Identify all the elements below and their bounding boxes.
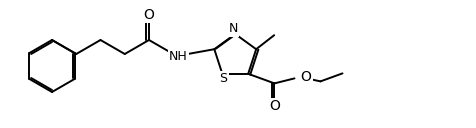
Text: S: S — [219, 72, 228, 85]
Text: O: O — [269, 99, 280, 113]
Text: O: O — [300, 70, 311, 84]
Text: O: O — [144, 8, 154, 22]
Text: N: N — [228, 23, 238, 35]
Text: NH: NH — [169, 51, 188, 63]
